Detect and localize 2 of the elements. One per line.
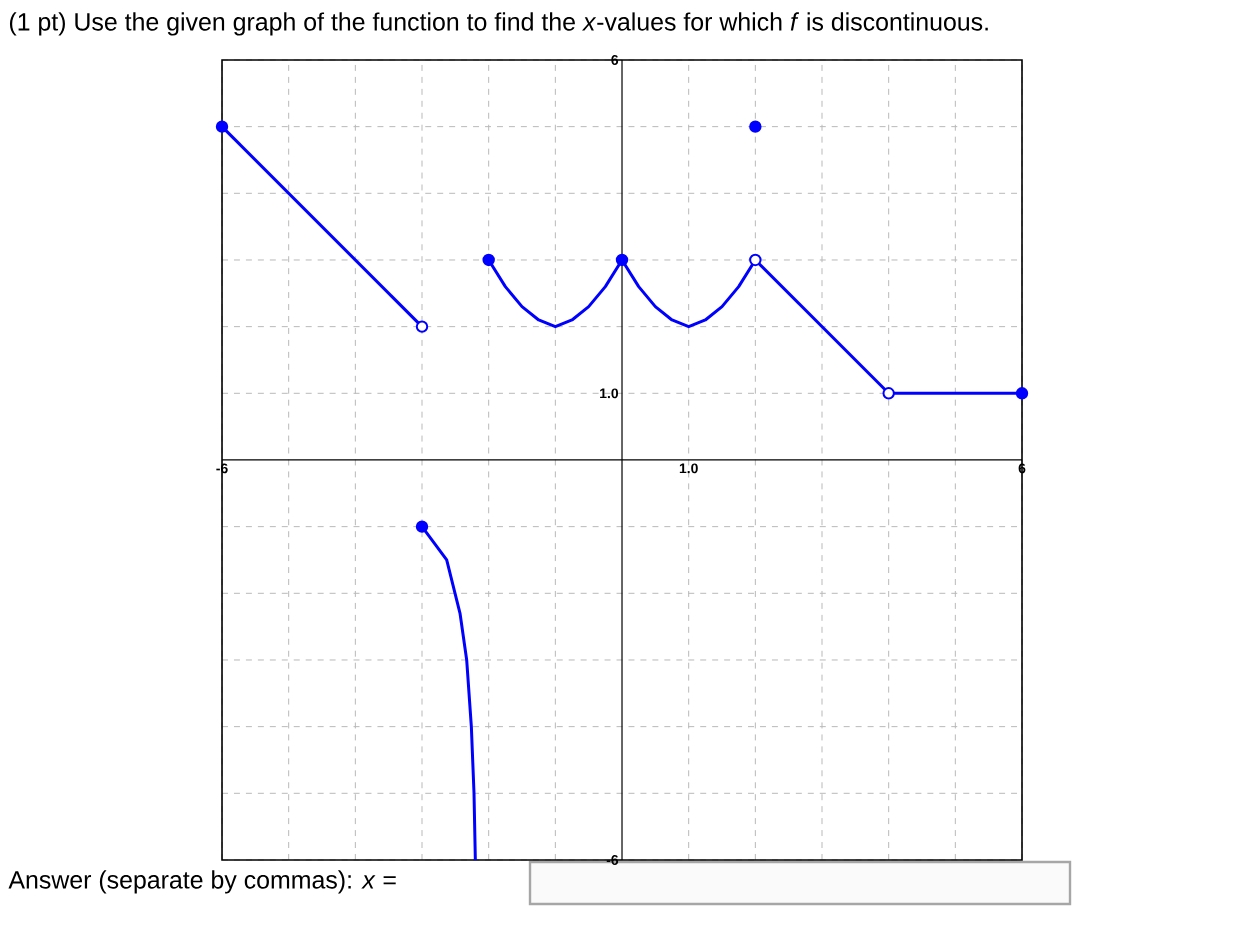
text: Answer (separate by commas): x = (8, 870, 396, 894)
chart-title: (1 pt) Use the given graph of the function to find the x-values for which f is discontinuous. (9, 12, 988, 36)
